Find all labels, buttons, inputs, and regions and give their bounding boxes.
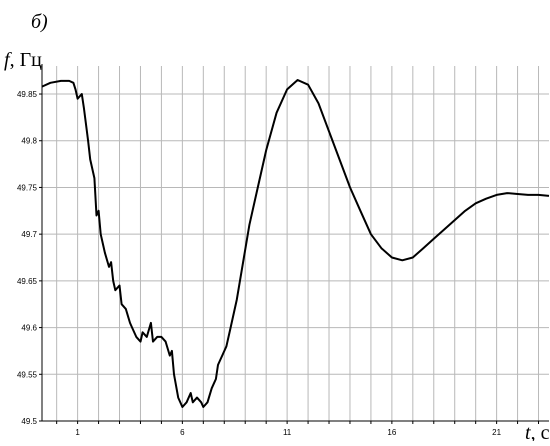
tick-labels: 1 6 11 16 2149.549.5549.649.6549.749.7549.84… — [17, 90, 502, 437]
x-tick-label: 21 — [492, 428, 501, 437]
y-tick-label: 49.8 — [21, 137, 37, 146]
y-tick-label: 49.85 — [17, 90, 38, 99]
y-tick-label: 49.6 — [21, 324, 37, 333]
y-tick-label: 49.7 — [21, 230, 37, 239]
x-axis-label: t, с — [525, 422, 550, 441]
x-tick-label: 11 — [283, 428, 292, 437]
y-axis-unit: , Гц — [10, 49, 43, 71]
y-tick-label: 49.5 — [21, 417, 37, 426]
frequency-series-line — [41, 79, 550, 408]
ticks — [39, 93, 540, 424]
axes — [41, 64, 549, 422]
x-tick-label: 1 — [75, 428, 80, 437]
y-tick-label: 49.55 — [17, 370, 38, 379]
y-tick-label: 49.65 — [17, 277, 38, 286]
x-axis-symbol: t — [525, 422, 531, 441]
y-axis-symbol: f — [4, 49, 12, 71]
y-tick-label: 49.75 — [17, 183, 38, 192]
x-tick-label: 6 — [180, 428, 185, 437]
y-axis-label: f, Гц — [4, 49, 42, 71]
grid — [42, 66, 549, 421]
panel-label: б) — [31, 11, 48, 33]
x-tick-label: 16 — [387, 428, 396, 437]
series — [41, 79, 550, 408]
x-axis-unit: , с — [531, 422, 550, 441]
